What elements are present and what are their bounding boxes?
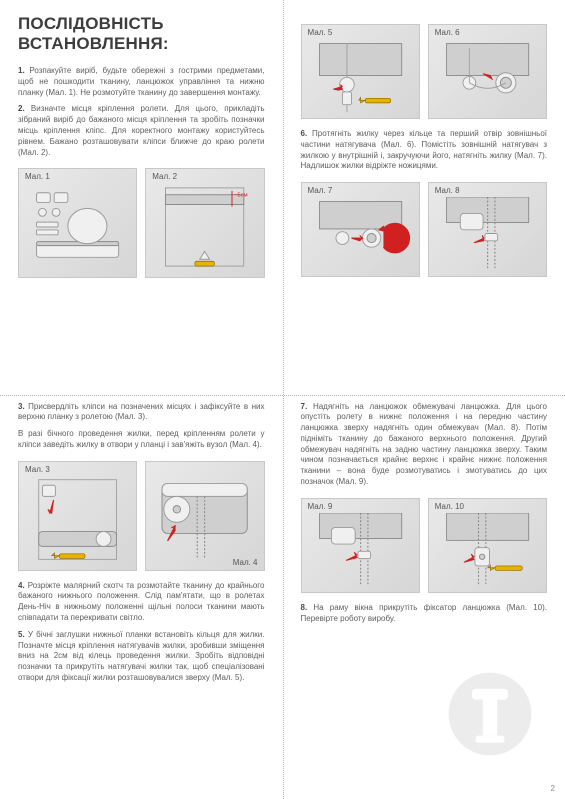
step-text-1: Розпакуйте виріб, будьте обережні з гост… xyxy=(18,66,265,97)
figure-8: Мал. 8 xyxy=(428,182,547,277)
fig-row-7-8: Мал. 7 2 Мал. 8 xyxy=(301,182,548,277)
step-text-7: Надягніть на ланцюжок обмежувачі ланцюжк… xyxy=(301,402,548,487)
step-num-4: 4. xyxy=(18,581,25,590)
fig-label-1: Мал. 1 xyxy=(23,172,52,181)
figure-9: Мал. 9 xyxy=(301,498,420,593)
annot-2: 2 xyxy=(388,236,393,245)
step-text-5: У бічні заглушки нижньої планки встанові… xyxy=(18,630,265,682)
fig-label-7: Мал. 7 xyxy=(306,186,335,195)
page-title: ПОСЛІДОВНІСТЬ ВСТАНОВЛЕННЯ: xyxy=(18,14,265,54)
step-num-2: 2. xyxy=(18,104,25,113)
fig-row-9-10: Мал. 9 Мал. 10 xyxy=(301,498,548,593)
text-block-8: 8. На раму вікна прикрутіть фіксатор лан… xyxy=(301,603,548,625)
quadrant-top-left: ПОСЛІДОВНІСТЬ ВСТАНОВЛЕННЯ: 1. Розпакуйт… xyxy=(0,0,283,388)
quadrant-top-right: Мал. 5 Мал. 6 xyxy=(283,0,565,388)
fig-label-5: Мал. 5 xyxy=(306,28,335,37)
figure-2: Мал. 2 ~5см xyxy=(145,168,264,278)
figure-7: Мал. 7 2 xyxy=(301,182,420,277)
text-block-4-5: 4. Розріжте малярний скотч та розмотайте… xyxy=(18,581,265,684)
step-num-3: 3. xyxy=(18,402,25,411)
quadrant-bottom-right: 7. Надягніть на ланцюжок обмежувачі ланц… xyxy=(283,388,565,799)
step-text-2: Визначте місця кріплення ролети. Для цьо… xyxy=(18,104,265,156)
step-num-1: 1. xyxy=(18,66,25,75)
step-text-3: Присвердліть кліпси на позначених місцях… xyxy=(18,402,265,422)
step-text-8: На раму вікна прикрутіть фіксатор ланцюж… xyxy=(301,603,548,623)
fig-label-6: Мал. 6 xyxy=(433,28,462,37)
page-root: ПОСЛІДОВНІСТЬ ВСТАНОВЛЕННЯ: 1. Розпакуйт… xyxy=(0,0,565,799)
figure-3: Мал. 3 xyxy=(18,461,137,571)
quadrant-bottom-left: 3. Присвердліть кліпси на позначених міс… xyxy=(0,388,283,799)
step-text-3a: В разі бічного проведення жилки, перед к… xyxy=(18,429,265,449)
fig-row-1-2: Мал. 1 Мал. 2 ~5см xyxy=(18,168,265,278)
figure-1: Мал. 1 xyxy=(18,168,137,278)
text-block-6: 6. Протягніть жилку через кільце та перш… xyxy=(301,129,548,172)
step-text-6: Протягніть жилку через кільце та перший … xyxy=(301,129,548,170)
fig-label-2: Мал. 2 xyxy=(150,172,179,181)
fig-row-3-4: Мал. 3 Мал. 4 xyxy=(18,461,265,571)
text-block-7: 7. Надягніть на ланцюжок обмежувачі ланц… xyxy=(301,402,548,488)
fig-row-5-6: Мал. 5 Мал. 6 xyxy=(301,24,548,119)
fig-label-3: Мал. 3 xyxy=(23,465,52,474)
figure-6: Мал. 6 xyxy=(428,24,547,119)
figure-10: Мал. 10 xyxy=(428,498,547,593)
text-block-1: 1. Розпакуйте виріб, будьте обережні з г… xyxy=(18,66,265,158)
fig-label-8: Мал. 8 xyxy=(433,186,462,195)
annot-5cm: ~5см xyxy=(234,193,248,199)
figure-5: Мал. 5 xyxy=(301,24,420,119)
fig-label-9: Мал. 9 xyxy=(306,502,335,511)
text-block-3: 3. Присвердліть кліпси на позначених міс… xyxy=(18,402,265,451)
figure-4: Мал. 4 xyxy=(145,461,264,571)
fig-label-10: Мал. 10 xyxy=(433,502,466,511)
watermark-icon xyxy=(445,669,535,759)
step-text-4: Розріжте малярний скотч та розмотайте тк… xyxy=(18,581,265,622)
step-num-5: 5. xyxy=(18,630,25,639)
page-number: 2 xyxy=(551,784,555,793)
